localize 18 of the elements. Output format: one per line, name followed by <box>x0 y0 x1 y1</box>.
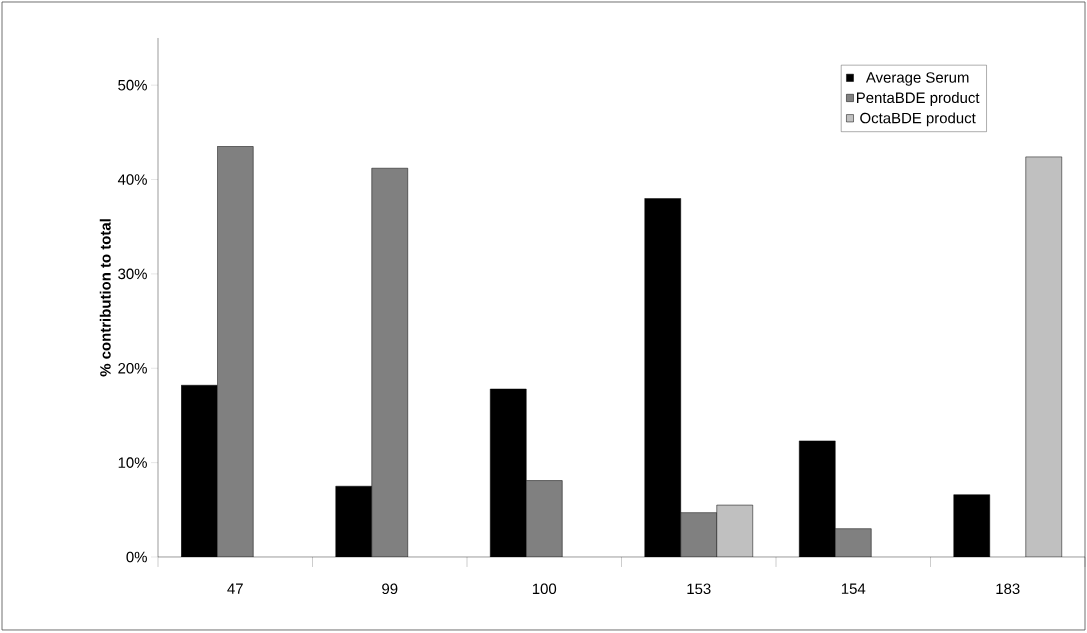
legend-label: OctaBDE product <box>860 112 976 127</box>
y-tick-label: 30% <box>118 268 147 280</box>
x-tick-label: 153 <box>687 583 711 595</box>
x-tick-label: 99 <box>382 583 398 595</box>
y-axis-title: % contribution to total <box>99 219 111 377</box>
legend-label: Average Serum <box>865 72 969 86</box>
x-tick-label: 154 <box>841 583 866 594</box>
x-tick-label: 183 <box>996 583 1020 595</box>
legend-label: PentaBDE product <box>856 92 980 106</box>
y-tick-label: 20% <box>118 362 147 374</box>
y-tick-label: 40% <box>117 174 147 185</box>
bar <box>1025 156 1062 557</box>
y-tick-label: 0% <box>126 551 147 563</box>
x-tick-label: 47 <box>227 583 243 594</box>
y-tick-label: 10% <box>118 457 147 468</box>
x-tick-label: 100 <box>532 583 557 595</box>
bar <box>716 505 753 557</box>
y-tick-label: 50% <box>118 79 147 91</box>
